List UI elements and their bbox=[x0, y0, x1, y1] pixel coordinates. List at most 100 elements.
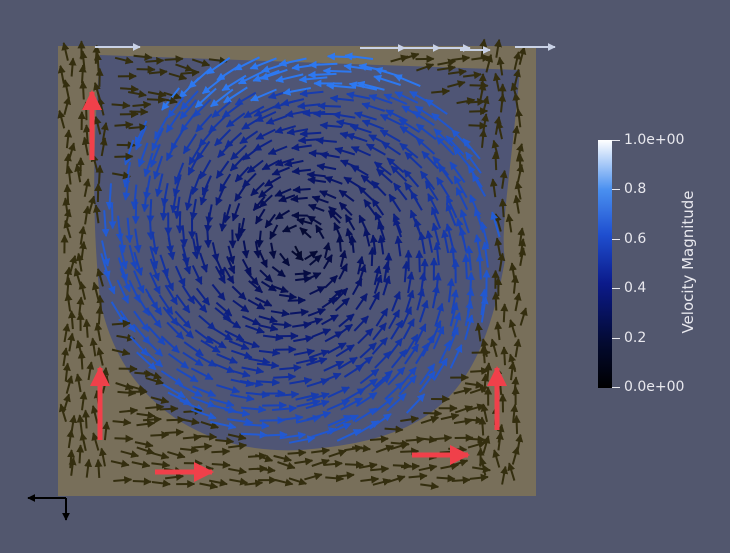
velocity-vector bbox=[437, 64, 456, 73]
velocity-vector bbox=[393, 217, 403, 238]
velocity-vector bbox=[193, 442, 213, 451]
velocity-vector bbox=[505, 213, 514, 233]
velocity-vector bbox=[387, 366, 406, 386]
velocity-vector bbox=[221, 102, 242, 119]
velocity-vector bbox=[305, 272, 322, 281]
velocity-vector bbox=[164, 284, 178, 306]
velocity-vector bbox=[253, 139, 273, 152]
velocity-vector bbox=[307, 308, 326, 317]
velocity-vector bbox=[190, 408, 217, 420]
velocity-vector bbox=[343, 363, 364, 378]
velocity-vector bbox=[114, 56, 134, 65]
velocity-vector bbox=[133, 270, 145, 294]
velocity-vector bbox=[489, 178, 498, 198]
velocity-vector bbox=[288, 477, 308, 486]
velocity-vector bbox=[99, 137, 108, 157]
velocity-vector bbox=[514, 108, 523, 128]
velocity-vector bbox=[264, 175, 282, 187]
velocity-vector bbox=[390, 319, 404, 340]
velocity-vector bbox=[311, 427, 337, 438]
velocity-vector bbox=[241, 366, 265, 375]
velocity-vector bbox=[494, 38, 503, 58]
velocity-vector bbox=[159, 96, 178, 105]
velocity-vector bbox=[512, 92, 521, 112]
velocity-vector bbox=[356, 80, 385, 91]
velocity-vector bbox=[418, 463, 438, 472]
colorbar-tick bbox=[612, 338, 620, 339]
velocity-vector bbox=[103, 269, 116, 295]
velocity-vector bbox=[230, 349, 253, 360]
velocity-vector bbox=[150, 231, 159, 255]
velocity-vector bbox=[64, 292, 73, 312]
velocity-vector bbox=[255, 128, 276, 140]
velocity-vector bbox=[67, 449, 76, 469]
velocity-vector bbox=[209, 397, 235, 408]
colorbar-tick-label: 1.0e+00 bbox=[624, 132, 685, 148]
velocity-vector bbox=[405, 393, 426, 414]
velocity-vector bbox=[343, 176, 361, 189]
velocity-vector bbox=[214, 265, 226, 284]
velocity-vector bbox=[199, 159, 212, 180]
velocity-vector bbox=[455, 187, 469, 211]
velocity-vector bbox=[258, 324, 279, 332]
velocity-vector bbox=[189, 198, 198, 221]
velocity-vector bbox=[481, 241, 490, 268]
velocity-vector bbox=[250, 181, 265, 197]
velocity-vector bbox=[401, 260, 410, 283]
velocity-vector bbox=[425, 98, 448, 115]
velocity-vector bbox=[210, 88, 234, 108]
velocity-vector bbox=[513, 194, 522, 214]
velocity-vector bbox=[192, 295, 208, 313]
velocity-vector bbox=[279, 364, 302, 372]
velocity-vector bbox=[260, 280, 277, 292]
velocity-vector bbox=[244, 479, 264, 488]
velocity-vector bbox=[350, 146, 372, 157]
velocity-vector bbox=[416, 288, 425, 311]
velocity-vector bbox=[400, 52, 420, 61]
velocity-vector bbox=[291, 143, 312, 152]
velocity-vector bbox=[82, 205, 91, 225]
velocity-vector bbox=[226, 256, 236, 275]
velocity-vector bbox=[68, 310, 76, 330]
velocity-vector bbox=[223, 266, 235, 284]
velocity-vector bbox=[447, 68, 467, 77]
velocity-vector bbox=[191, 396, 216, 408]
velocity-vector bbox=[317, 102, 341, 111]
velocity-vector bbox=[227, 245, 236, 265]
velocity-vector bbox=[162, 269, 175, 292]
velocity-vector bbox=[241, 315, 261, 326]
velocity-vector bbox=[194, 87, 217, 109]
velocity-vector bbox=[167, 391, 192, 406]
velocity-vector bbox=[270, 309, 290, 317]
velocity-vector bbox=[387, 474, 406, 484]
velocity-vector bbox=[321, 314, 339, 326]
velocity-vector bbox=[250, 88, 277, 102]
velocity-vector bbox=[511, 446, 520, 465]
velocity-vector bbox=[195, 140, 211, 161]
velocity-vector bbox=[271, 285, 289, 294]
velocity-vector bbox=[272, 320, 292, 329]
velocity-vector bbox=[440, 412, 460, 421]
velocity-vector bbox=[133, 310, 150, 332]
velocity-vector bbox=[142, 415, 162, 424]
velocity-vector bbox=[372, 322, 387, 341]
velocity-vector bbox=[78, 64, 87, 84]
velocity-vector bbox=[216, 353, 238, 364]
velocity-vector bbox=[332, 111, 356, 120]
velocity-vector bbox=[363, 199, 377, 216]
velocity-vector bbox=[81, 136, 90, 156]
velocity-vector bbox=[145, 307, 162, 329]
velocity-vector bbox=[217, 140, 234, 158]
velocity-vector bbox=[343, 62, 373, 71]
velocity-vector bbox=[499, 169, 508, 189]
velocity-vector bbox=[400, 462, 420, 471]
velocity-vector bbox=[176, 368, 199, 383]
velocity-vector bbox=[393, 74, 421, 88]
velocity-vector bbox=[359, 342, 377, 359]
velocity-vector bbox=[200, 339, 221, 354]
velocity-vector bbox=[94, 322, 103, 342]
velocity-vector bbox=[307, 70, 337, 79]
velocity-vector bbox=[179, 99, 198, 120]
velocity-vector bbox=[340, 397, 363, 411]
